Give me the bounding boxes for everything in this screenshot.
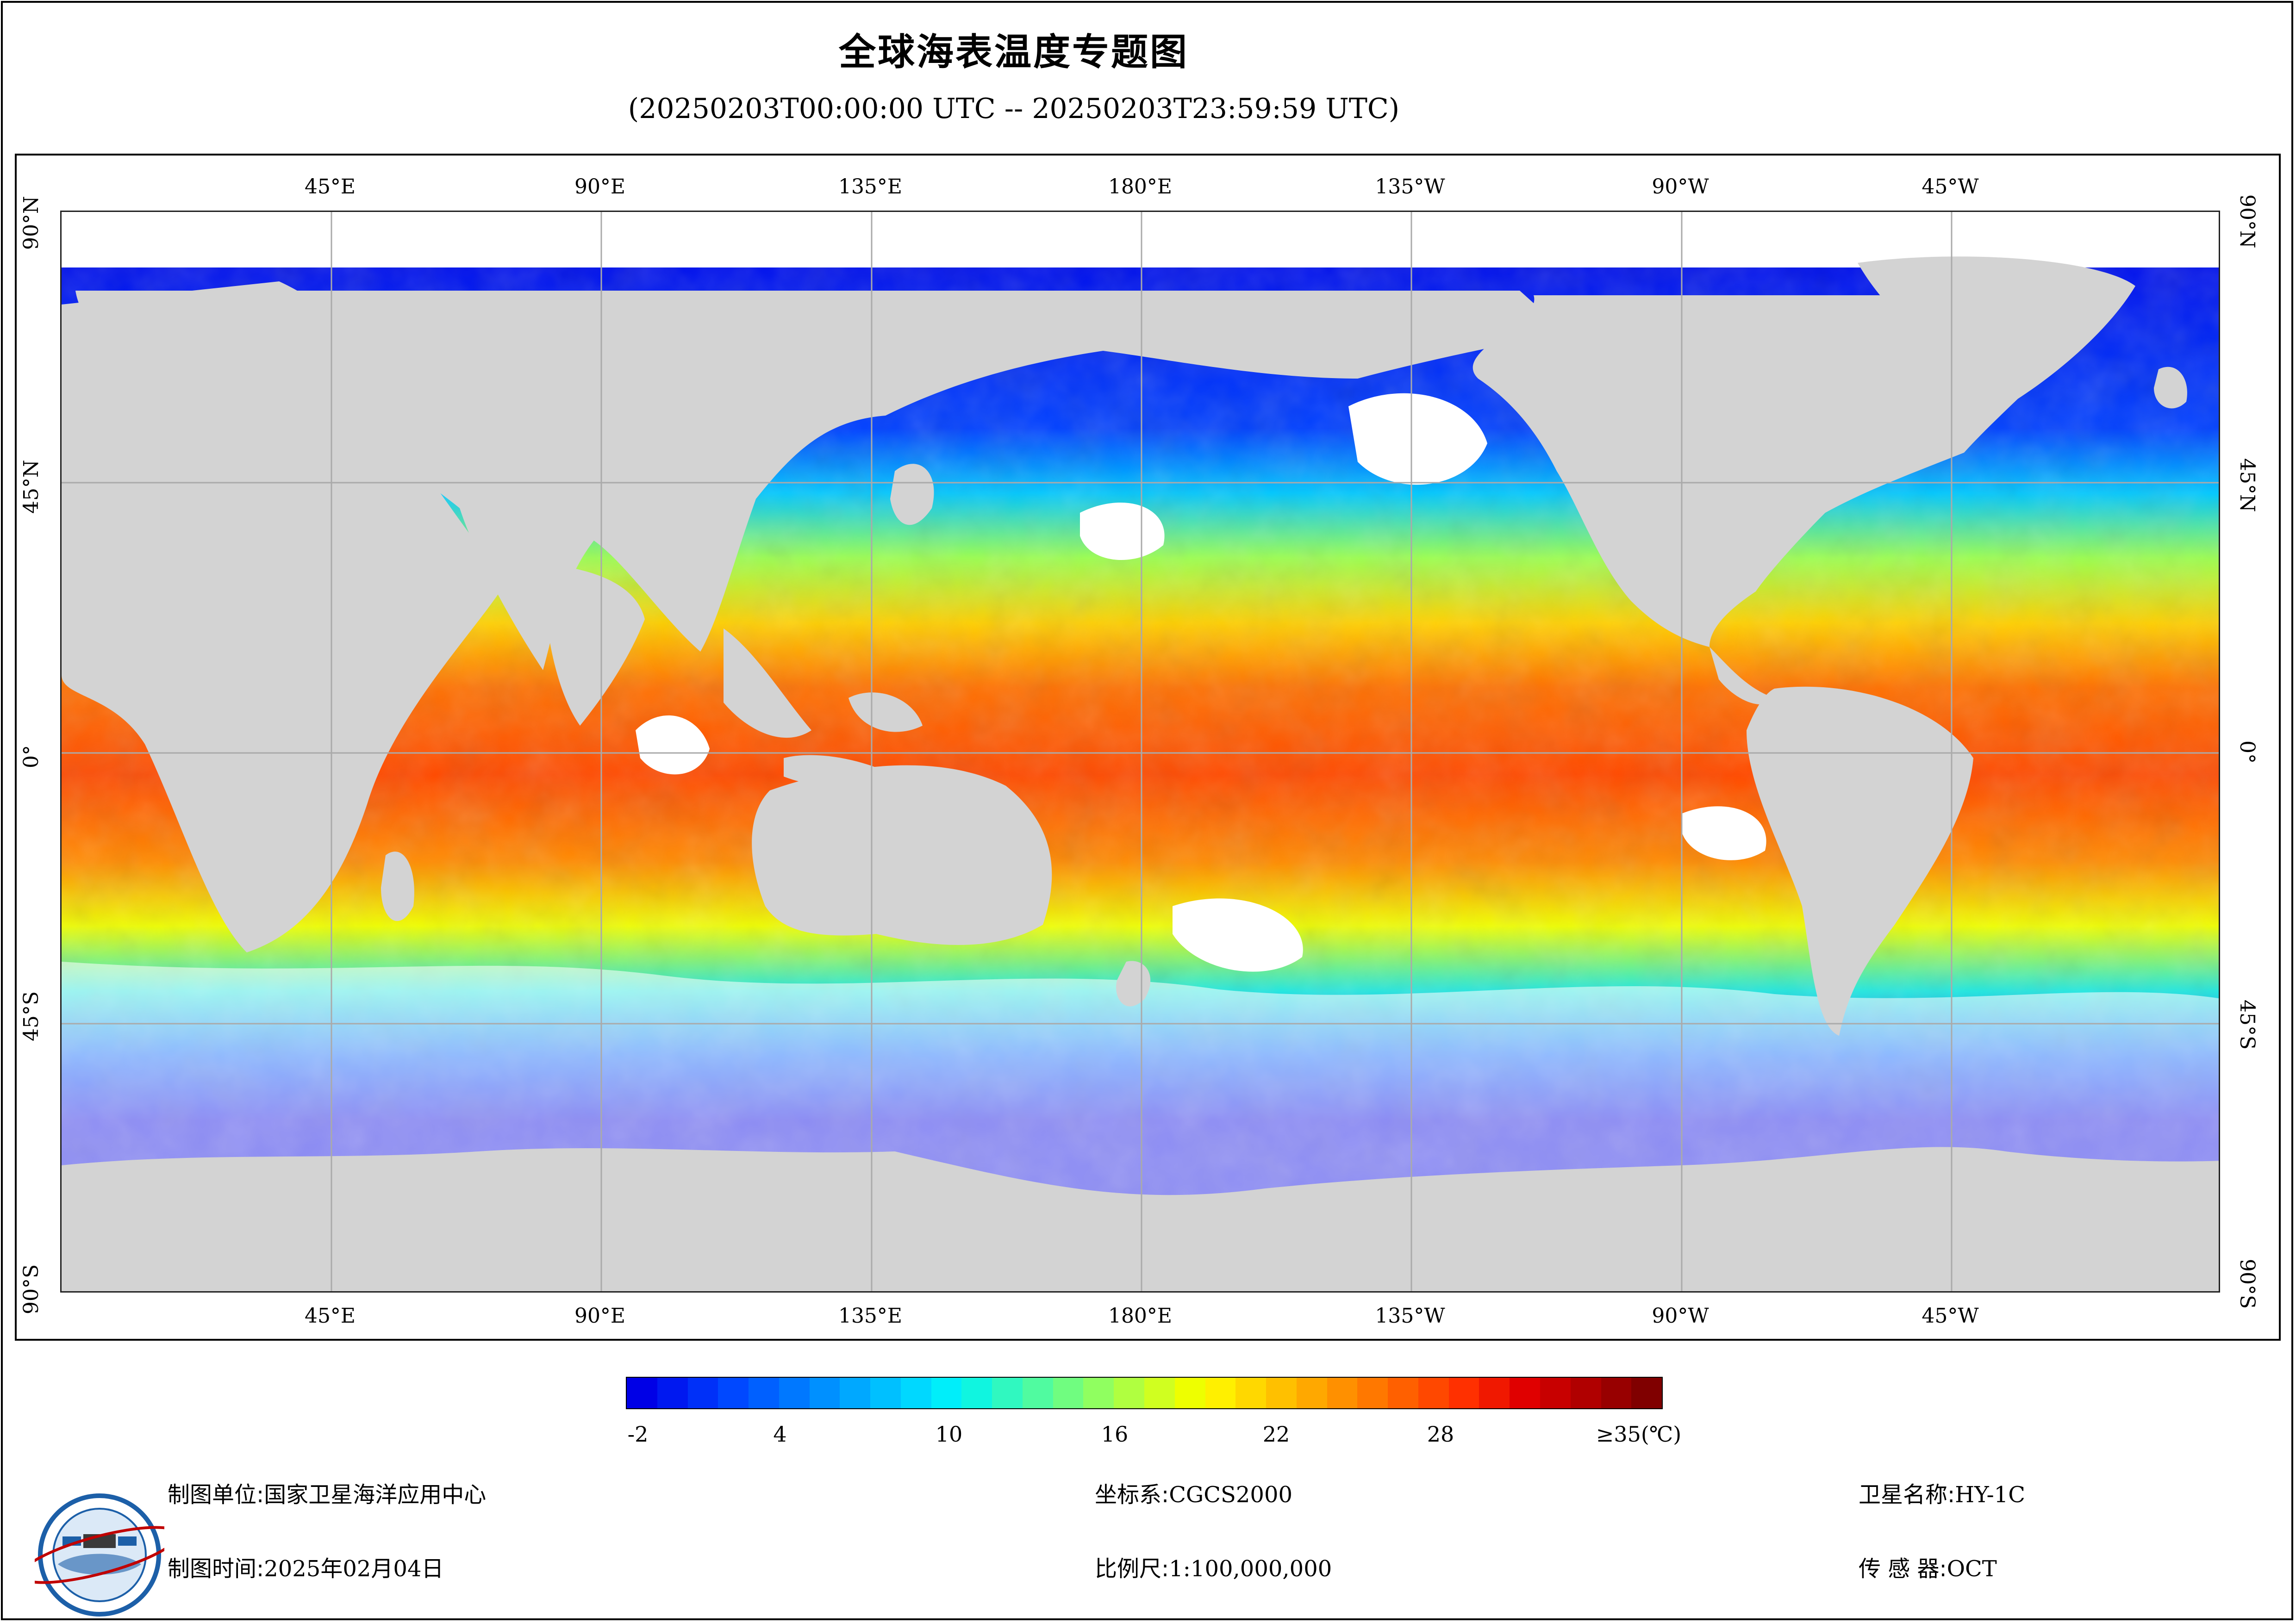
lat-label-left: 45°N bbox=[19, 460, 43, 514]
legend-color-bar bbox=[626, 1377, 1663, 1409]
legend-swatch bbox=[1022, 1378, 1053, 1408]
legend-swatch bbox=[1296, 1378, 1327, 1408]
legend-swatch bbox=[992, 1378, 1023, 1408]
footer-scale-label: 比例尺: bbox=[1095, 1556, 1169, 1582]
legend-swatch bbox=[931, 1378, 962, 1408]
footer-crs-label: 坐标系: bbox=[1095, 1482, 1169, 1508]
lat-label-left: 0° bbox=[19, 745, 43, 768]
footer-sensor: 传 感 器:OCT bbox=[1859, 1550, 1997, 1583]
legend-swatch bbox=[749, 1378, 779, 1408]
sst-map-graphic bbox=[62, 212, 2219, 1291]
legend-swatch bbox=[1540, 1378, 1571, 1408]
legend-label: ≥35(℃) bbox=[1596, 1422, 1682, 1447]
map-frame bbox=[15, 154, 2281, 1341]
lon-label-top: 135°W bbox=[1375, 175, 1445, 199]
legend-label: 10 bbox=[935, 1422, 963, 1447]
legend-swatch bbox=[687, 1378, 718, 1408]
legend-swatch bbox=[1570, 1378, 1601, 1408]
footer-satellite-label: 卫星名称: bbox=[1859, 1482, 1955, 1508]
legend-swatch bbox=[1083, 1378, 1114, 1408]
footer-time: 制图时间:2025年02月04日 bbox=[168, 1550, 444, 1583]
lon-label-top: 45°E bbox=[304, 175, 356, 199]
footer-time-label: 制图时间: bbox=[168, 1556, 264, 1582]
lat-label-right: 90°S bbox=[2235, 1259, 2259, 1309]
lon-label-top: 180°E bbox=[1108, 175, 1173, 199]
legend-swatch bbox=[1388, 1378, 1418, 1408]
footer-satellite-value: HY-1C bbox=[1955, 1482, 2025, 1508]
legend-swatch bbox=[657, 1378, 688, 1408]
lon-label-top: 135°E bbox=[838, 175, 903, 199]
footer-scale-value: 1:100,000,000 bbox=[1169, 1556, 1332, 1582]
map-time-range: (20250203T00:00:00 UTC -- 20250203T23:59… bbox=[628, 93, 1400, 125]
sst-map bbox=[60, 211, 2220, 1293]
legend-swatch bbox=[1479, 1378, 1510, 1408]
legend-swatch bbox=[870, 1378, 901, 1408]
footer-org-label: 制图单位: bbox=[168, 1482, 264, 1508]
legend-label: 22 bbox=[1262, 1422, 1290, 1447]
lon-label-top: 90°W bbox=[1652, 175, 1709, 199]
footer-sensor-value: OCT bbox=[1947, 1556, 1997, 1582]
lat-label-right: 0° bbox=[2235, 740, 2259, 764]
lat-label-left: 90°N bbox=[19, 196, 43, 250]
lon-label-bottom: 45°W bbox=[1922, 1304, 1979, 1328]
legend-label: 4 bbox=[773, 1422, 787, 1447]
lon-label-bottom: 180°E bbox=[1108, 1304, 1173, 1328]
lat-label-left: 45°S bbox=[19, 991, 43, 1041]
legend-label: 16 bbox=[1101, 1422, 1129, 1447]
legend-label: 28 bbox=[1427, 1422, 1454, 1447]
legend-swatch bbox=[1510, 1378, 1540, 1408]
legend-swatch bbox=[779, 1378, 810, 1408]
footer-org-value: 国家卫星海洋应用中心 bbox=[264, 1482, 487, 1508]
lat-label-right: 90°N bbox=[2235, 194, 2259, 249]
lon-label-top: 45°W bbox=[1922, 175, 1979, 199]
legend-swatch bbox=[718, 1378, 749, 1408]
legend-swatch bbox=[1357, 1378, 1388, 1408]
legend-swatch bbox=[627, 1378, 657, 1408]
legend-swatch bbox=[1114, 1378, 1145, 1408]
nsoas-logo bbox=[35, 1493, 164, 1617]
map-title: 全球海表温度专题图 bbox=[839, 31, 1189, 74]
legend-swatch bbox=[1266, 1378, 1297, 1408]
lon-label-bottom: 90°E bbox=[574, 1304, 626, 1328]
footer-time-value: 2025年02月04日 bbox=[264, 1556, 444, 1582]
lon-label-bottom: 135°E bbox=[838, 1304, 903, 1328]
lat-label-right: 45°S bbox=[2235, 1000, 2259, 1050]
lon-label-bottom: 45°E bbox=[304, 1304, 356, 1328]
legend-swatch bbox=[1448, 1378, 1479, 1408]
legend-swatch bbox=[1601, 1378, 1632, 1408]
footer-sensor-label: 传 感 器: bbox=[1859, 1556, 1947, 1582]
lon-label-bottom: 90°W bbox=[1652, 1304, 1709, 1328]
footer-crs: 坐标系:CGCS2000 bbox=[1095, 1476, 1292, 1509]
legend-swatch bbox=[1631, 1378, 1662, 1408]
legend-swatch bbox=[840, 1378, 871, 1408]
legend-swatch bbox=[809, 1378, 840, 1408]
legend-swatch bbox=[1174, 1378, 1205, 1408]
lon-label-top: 90°E bbox=[574, 175, 626, 199]
footer-satellite: 卫星名称:HY-1C bbox=[1859, 1476, 2025, 1509]
footer-scale: 比例尺:1:100,000,000 bbox=[1095, 1550, 1332, 1583]
legend-swatch bbox=[1053, 1378, 1084, 1408]
graticule bbox=[62, 212, 2219, 1291]
lat-label-right: 45°N bbox=[2235, 458, 2259, 512]
footer-crs-value: CGCS2000 bbox=[1169, 1482, 1293, 1508]
legend-swatch bbox=[900, 1378, 931, 1408]
legend-swatch bbox=[1327, 1378, 1358, 1408]
legend-swatch bbox=[1418, 1378, 1449, 1408]
footer-org: 制图单位:国家卫星海洋应用中心 bbox=[168, 1476, 486, 1509]
legend-swatch bbox=[1205, 1378, 1236, 1408]
lon-label-bottom: 135°W bbox=[1375, 1304, 1445, 1328]
lat-label-left: 90°S bbox=[19, 1264, 43, 1314]
legend-swatch bbox=[1235, 1378, 1267, 1408]
legend-swatch bbox=[961, 1378, 992, 1408]
legend-label: -2 bbox=[627, 1422, 649, 1447]
legend-swatch bbox=[1144, 1378, 1175, 1408]
